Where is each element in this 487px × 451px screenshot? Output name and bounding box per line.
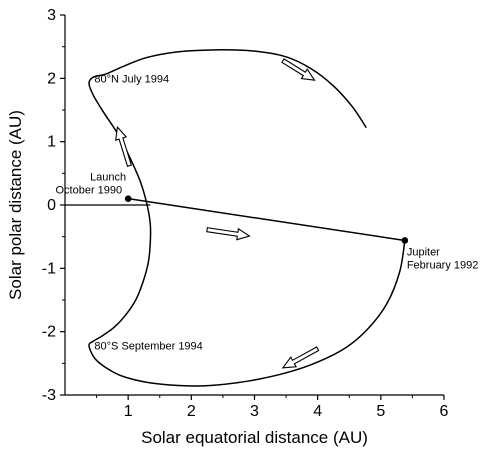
annotations: 80°N July 1994 80°S September 1994: [94, 73, 202, 352]
x-tick-label: 1: [124, 403, 133, 420]
y-tick-label: -2: [42, 324, 56, 341]
direction-arrows: [115, 58, 320, 369]
x-tick-label: 2: [187, 403, 196, 420]
y-ticks: -3 -2 -1 0 1 2 3: [42, 7, 65, 404]
x-tick-label: 6: [440, 403, 449, 420]
north-pass-label: 80°N July 1994: [94, 73, 169, 85]
jupiter-date-label: February 1992: [407, 259, 479, 271]
y-axis-title: Solar polar distance (AU): [6, 110, 25, 300]
direction-arrow-icon: [206, 227, 251, 241]
launch-point: [124, 195, 132, 202]
axes: 1 2 3 4 5 6 -3 -2 -1 0 1 2 3: [42, 7, 449, 420]
series-layer: [88, 49, 406, 387]
launch-label: Launch: [90, 172, 126, 184]
x-tick-label: 4: [313, 403, 322, 420]
y-tick-label: 1: [47, 134, 56, 151]
south-pass-label: 80°S September 1994: [94, 341, 202, 353]
x-axis-title: Solar equatorial distance (AU): [141, 428, 368, 447]
transfer-trajectory-line: [128, 197, 405, 242]
y-tick-label: 3: [47, 7, 56, 24]
orbit-trajectory-line: [88, 49, 406, 387]
y-tick-label: 0: [47, 197, 56, 214]
jupiter-label: Jupiter: [407, 246, 440, 258]
jupiter-point: [401, 237, 409, 244]
x-tick-label: 5: [376, 403, 385, 420]
direction-arrow-icon: [281, 58, 316, 81]
direction-arrow-icon: [281, 346, 320, 369]
x-tick-label: 3: [250, 403, 259, 420]
x-ticks: 1 2 3 4 5 6: [96, 395, 449, 420]
y-tick-label: -3: [42, 387, 56, 404]
y-tick-label: -1: [42, 260, 56, 277]
launch-date-label: October 1990: [56, 185, 123, 197]
y-tick-label: 2: [47, 70, 56, 87]
direction-arrow-icon: [115, 125, 132, 167]
